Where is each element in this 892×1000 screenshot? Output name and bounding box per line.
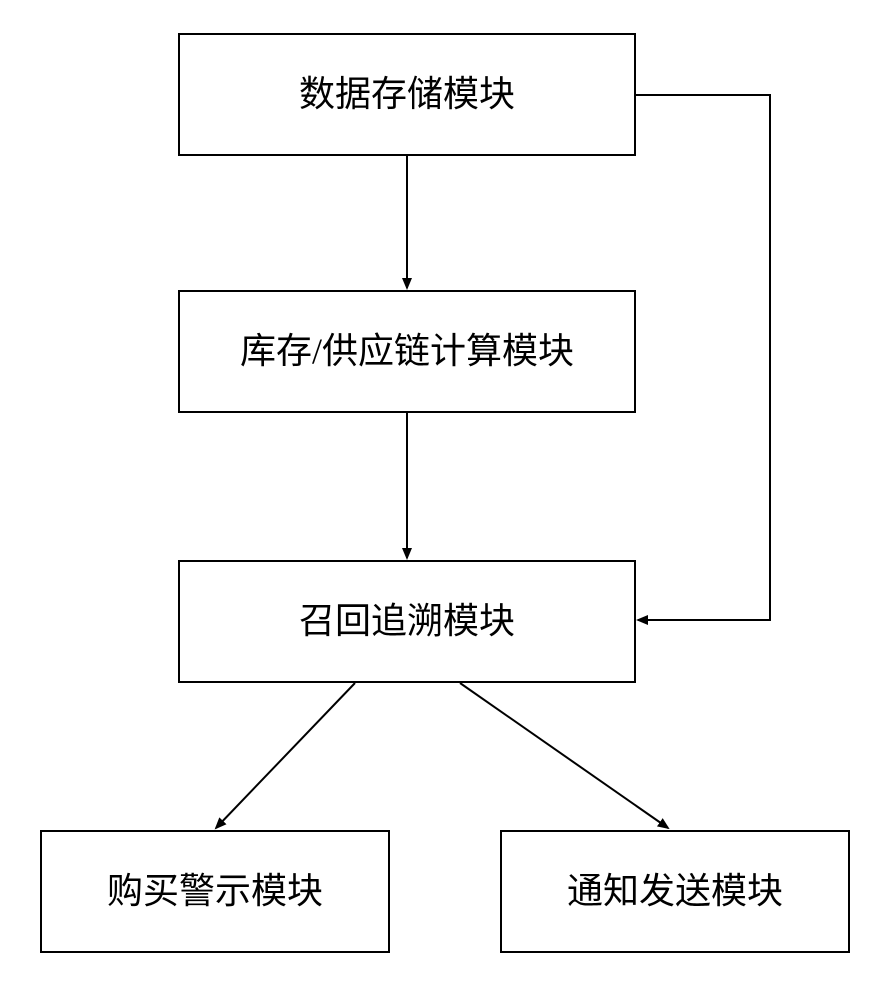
edge-recall-to-warning xyxy=(216,683,355,828)
node-recall-trace: 召回追溯模块 xyxy=(178,560,636,683)
edge-storage-to-recall xyxy=(636,95,770,620)
node-label: 购买警示模块 xyxy=(107,870,323,913)
node-data-storage: 数据存储模块 xyxy=(178,33,636,156)
edge-recall-to-notify xyxy=(460,683,668,828)
node-inventory-supply: 库存/供应链计算模块 xyxy=(178,290,636,413)
node-label: 库存/供应链计算模块 xyxy=(240,330,574,373)
node-label: 召回追溯模块 xyxy=(299,600,515,643)
node-label: 数据存储模块 xyxy=(299,73,515,116)
node-label: 通知发送模块 xyxy=(567,870,783,913)
node-notify-send: 通知发送模块 xyxy=(500,830,850,953)
node-purchase-warning: 购买警示模块 xyxy=(40,830,390,953)
